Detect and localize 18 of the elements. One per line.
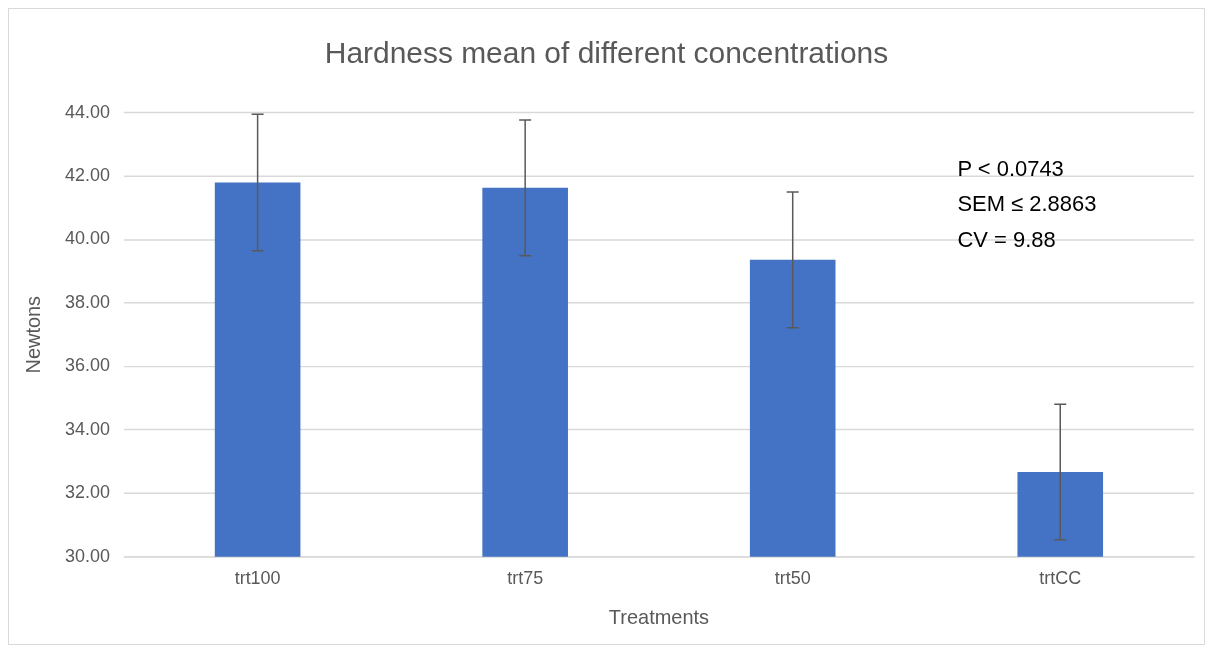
y-axis-title: Newtons [22,295,45,374]
x-tick-label: trt75 [507,568,544,589]
annotation: P < 0.0743 [957,155,1064,181]
y-tick-label: 36.00 [64,355,110,376]
y-tick-label: 30.00 [64,545,110,566]
chart-title: Hardness mean of different concentrations [324,36,889,70]
y-tick-label: 44.00 [64,101,110,122]
y-tick-label: 34.00 [64,418,110,439]
x-tick-label: trt50 [774,568,811,589]
y-tick-label: 42.00 [64,165,110,186]
x-axis-title: Treatments [608,605,710,628]
annotation: SEM ≤ 2.8863 [957,191,1097,217]
y-tick-label: 38.00 [64,291,110,312]
x-tick-label: trtCC [1039,568,1082,589]
x-tick-label: trt100 [234,568,281,589]
annotation: CV = 9.88 [957,227,1056,253]
y-tick-label: 32.00 [64,482,110,503]
y-tick-label: 40.00 [64,228,110,249]
